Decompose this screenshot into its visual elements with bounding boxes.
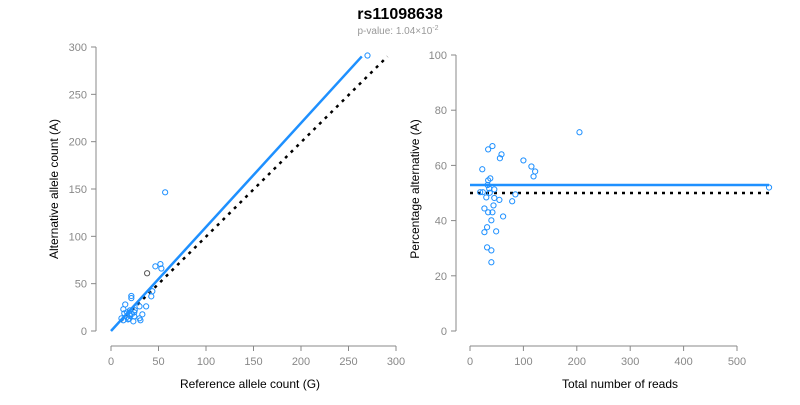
x-axis-label: Total number of reads	[562, 377, 678, 391]
y-tick-label: 60	[435, 160, 447, 172]
data-point	[118, 315, 125, 322]
y-tick-label: 80	[435, 105, 447, 117]
x-tick-label: 250	[339, 356, 357, 368]
y-tick-label: 20	[435, 271, 447, 283]
y-tick-label: 40	[435, 216, 447, 228]
data-point	[488, 259, 495, 266]
y-tick-label: 100	[429, 50, 447, 62]
data-point	[485, 146, 492, 153]
data-point	[520, 157, 527, 164]
data-point	[157, 260, 164, 268]
y-tick-label: 0	[81, 326, 87, 338]
data-point	[162, 189, 169, 196]
data-point	[498, 151, 505, 158]
data-point	[512, 191, 519, 198]
data-point	[484, 181, 491, 189]
data-point	[136, 303, 143, 310]
x-tick-label: 300	[387, 356, 405, 368]
data-point	[148, 293, 155, 300]
x-tick-label: 200	[568, 356, 586, 368]
p-value-text: p-value: 1.04×10	[357, 26, 432, 37]
x-tick-label: 0	[108, 356, 114, 368]
x-tick-label: 150	[244, 356, 262, 368]
data-point	[143, 303, 150, 310]
x-tick-label: 100	[514, 356, 532, 368]
y-tick-label: 100	[69, 231, 87, 243]
data-point	[481, 205, 488, 212]
data-point	[152, 263, 159, 270]
data-point	[130, 318, 137, 325]
data-point	[120, 306, 127, 313]
data-point	[136, 315, 143, 322]
data-point	[479, 166, 486, 173]
data-point	[489, 142, 496, 150]
data-point	[364, 52, 371, 59]
data-point	[500, 213, 507, 220]
data-point	[576, 129, 583, 136]
y-tick-label: 50	[75, 279, 87, 291]
data-point	[120, 317, 127, 324]
data-point	[479, 189, 486, 196]
data-point	[765, 184, 773, 191]
data-point	[528, 163, 535, 170]
data-point	[481, 229, 488, 236]
data-point	[493, 228, 500, 235]
highlighted-data-point	[144, 270, 151, 277]
fit-line	[110, 55, 363, 332]
x-tick-label: 200	[292, 356, 310, 368]
data-point	[488, 217, 495, 224]
data-point	[532, 168, 539, 175]
data-point	[483, 244, 491, 251]
data-point	[131, 307, 138, 314]
data-point	[491, 194, 498, 202]
data-point	[489, 209, 496, 216]
data-point	[491, 186, 498, 193]
data-point	[158, 265, 165, 272]
data-point	[128, 295, 135, 302]
data-point	[486, 189, 493, 196]
data-point	[496, 196, 503, 203]
chart-subtitle: p-value: 1.04×10-2	[357, 25, 438, 37]
data-point	[490, 202, 497, 209]
data-point	[483, 194, 490, 201]
data-point	[530, 173, 537, 180]
x-axis-label: Reference allele count (G)	[180, 377, 320, 391]
y-tick-label: 300	[69, 42, 87, 54]
y-axis-label: Alternative allele count (A)	[47, 119, 61, 259]
data-point	[124, 313, 131, 320]
data-point	[126, 312, 134, 319]
data-point	[483, 224, 491, 231]
y-axis-label: Percentage alternative (A)	[408, 119, 422, 258]
data-point	[496, 155, 504, 162]
data-point	[128, 292, 135, 300]
scatter-left: 0 50 100 150 200 250 300 0 50 100 150 200 250 300 Refe…	[47, 42, 405, 391]
x-tick-label: 400	[674, 356, 692, 368]
x-tick-label: 100	[197, 356, 215, 368]
data-point	[125, 315, 133, 322]
scatter-right: 0 100 200 300 400 500 0 20 40 60 80 100 Total number…	[408, 50, 773, 391]
p-value-exponent: -2	[432, 25, 438, 32]
y-tick-label: 0	[441, 326, 447, 338]
data-point	[509, 198, 516, 205]
chart-title: rs11098638	[357, 6, 443, 23]
x-tick-label: 0	[467, 356, 473, 368]
y-tick-label: 200	[69, 137, 87, 149]
x-tick-label: 50	[152, 356, 164, 368]
data-point	[477, 189, 484, 196]
data-point	[139, 311, 146, 318]
data-point	[485, 209, 492, 216]
reference-line	[119, 55, 389, 323]
y-tick-label: 250	[69, 89, 87, 101]
x-tick-label: 300	[621, 356, 639, 368]
data-point	[488, 247, 495, 254]
x-tick-label: 500	[728, 356, 746, 368]
y-tick-label: 150	[69, 184, 87, 196]
